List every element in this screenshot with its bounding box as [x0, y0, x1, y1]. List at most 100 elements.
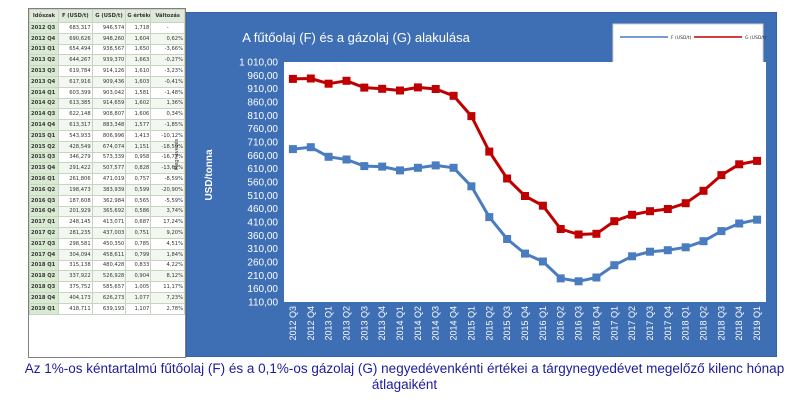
data-point-g	[592, 229, 601, 238]
table-row: 2016 Q1 261,806 471,019 0,757 -8,59%	[29, 173, 185, 185]
y-tick-label: 760,00	[247, 124, 278, 135]
chart-title: A fűtőolaj (F) és a gázolaj (G) alakulás…	[242, 30, 470, 45]
table-body: 2012 Q3 683,317 946,574 1,718-2012 Q4 690,62…	[29, 22, 185, 315]
table-cell: 644,267	[58, 54, 93, 67]
table-cell: 304,094	[58, 248, 93, 261]
series-layer	[288, 74, 762, 286]
data-point-g	[574, 230, 583, 239]
table-cell: 315,138	[58, 259, 93, 272]
y-tick-label: 1 010,00	[239, 58, 278, 69]
x-tick-label: 2017 Q1	[609, 306, 619, 341]
data-point-f	[342, 155, 351, 164]
data-point-g	[467, 112, 476, 121]
table-cell: 2013 Q1	[29, 43, 59, 56]
table-cell: 1,077	[125, 291, 152, 304]
table-cell: 626,273	[91, 291, 127, 304]
table-cell: 0,62%	[150, 32, 185, 45]
table-cell: -8,59%	[150, 173, 185, 185]
table-row: 2017 Q4 304,094 458,611 0,799 1,84%	[29, 248, 185, 261]
table-cell: 0,751	[125, 227, 152, 239]
table-cell: 1,36%	[150, 97, 185, 110]
data-point-f	[735, 219, 744, 228]
table-cell: -0,27%	[150, 54, 185, 67]
table-cell: 413,071	[91, 216, 127, 229]
table-cell: 1,602	[125, 97, 152, 110]
table-row: 2016 Q4 201,929 365,692 0,586 3,74%	[29, 205, 185, 218]
table-row: 2018 Q4 404,173 626,273 1,077 7,23%	[29, 291, 185, 304]
table-cell: 1,606	[125, 108, 152, 121]
x-tick-label: 2014 Q3	[431, 306, 441, 341]
table-row: 2018 Q1 315,138 480,428 0,833 4,22%	[29, 259, 185, 272]
data-point-f	[324, 152, 333, 161]
table-cell: 298,581	[58, 237, 93, 250]
data-point-g	[717, 171, 726, 180]
table-cell: 291,422	[58, 162, 93, 175]
table-cell: 1,581	[125, 86, 152, 99]
y-axis-ticks: 1 010,00 960,00 910,00 860,00 810,00 760,00 71…	[239, 58, 278, 309]
data-point-f	[449, 163, 458, 172]
table-cell: 404,173	[58, 291, 93, 304]
y-tick-label: 960,00	[247, 71, 278, 82]
table-row: 2018 Q3 375,752 585,657 1,005 11,17%	[29, 281, 185, 293]
table-cell: 622,148	[58, 108, 93, 121]
table-cell: 383,939	[91, 183, 127, 196]
x-tick-label: 2017 Q3	[645, 306, 655, 341]
x-tick-label: 2013 Q3	[359, 306, 369, 341]
table-cell: -13,62%	[150, 162, 185, 175]
table-cell: 2017 Q2	[29, 227, 59, 239]
table-cell: 2015 Q2	[29, 140, 59, 153]
table-cell: 2014 Q4	[29, 119, 59, 131]
col-header-change: Változás	[150, 9, 185, 23]
col-header-period: Időszak	[29, 9, 59, 23]
table-cell: 2015 Q1	[29, 129, 59, 142]
data-point-g	[288, 74, 297, 83]
table-cell: 903,042	[91, 86, 127, 99]
data-table: Időszak F (USD/t) G (USD/t) G értéke Vál…	[28, 8, 186, 358]
data-point-f	[413, 163, 422, 172]
x-tick-label: 2015 Q2	[484, 306, 494, 341]
table-cell: -1,85%	[150, 119, 185, 131]
table-cell: 619,784	[58, 65, 93, 77]
table-cell: 11,17%	[150, 281, 185, 293]
table-cell: 2016 Q2	[29, 183, 59, 196]
table-cell: 458,611	[91, 248, 127, 261]
table-cell: 2018 Q2	[29, 270, 59, 283]
table-cell: 362,984	[91, 194, 127, 207]
y-tick-label: 510,00	[247, 191, 278, 202]
table-cell: 0,34%	[150, 108, 185, 121]
x-tick-label: 2016 Q2	[556, 306, 566, 341]
data-point-g	[431, 85, 440, 93]
table-cell: 806,996	[91, 129, 127, 142]
table-cell: 375,752	[58, 281, 93, 293]
table-cell: 0,687	[125, 216, 152, 229]
table-cell: 543,933	[58, 129, 93, 142]
table-row: 2015 Q2 428,549 674,074 1,151 -18,59%	[29, 140, 185, 153]
data-point-f	[521, 249, 529, 258]
table-cell: 2018 Q4	[29, 291, 59, 304]
table-cell: -5,59%	[150, 194, 185, 207]
table-row: 2012 Q3 683,317 946,574 1,718-	[29, 22, 185, 34]
table-cell: 639,193	[91, 302, 127, 315]
y-tick-label: 210,00	[247, 271, 278, 282]
table-cell: 2016 Q4	[29, 205, 59, 218]
data-point-g	[681, 199, 690, 208]
y-tick-label: 410,00	[247, 218, 278, 229]
data-point-f	[431, 161, 440, 170]
data-point-f	[663, 246, 672, 255]
y-tick-label: 360,00	[247, 231, 278, 242]
x-tick-label: 2016 Q3	[574, 306, 584, 341]
x-tick-label: 2016 Q1	[538, 306, 548, 341]
data-point-g	[538, 201, 547, 210]
table-cell: 0,958	[125, 151, 152, 164]
data-point-f	[681, 243, 690, 252]
col-header-g: G (USD/t)	[91, 9, 127, 23]
data-point-f	[378, 162, 387, 171]
data-point-f	[360, 162, 369, 171]
table-cell: -3,23%	[150, 65, 185, 77]
x-tick-label: 2018 Q2	[699, 306, 709, 341]
table-cell: 437,003	[91, 227, 127, 239]
table-cell: 2012 Q3	[29, 22, 59, 34]
x-tick-label: 2014 Q2	[413, 306, 423, 341]
data-point-f	[646, 247, 654, 256]
table-cell: 654,494	[58, 43, 93, 56]
